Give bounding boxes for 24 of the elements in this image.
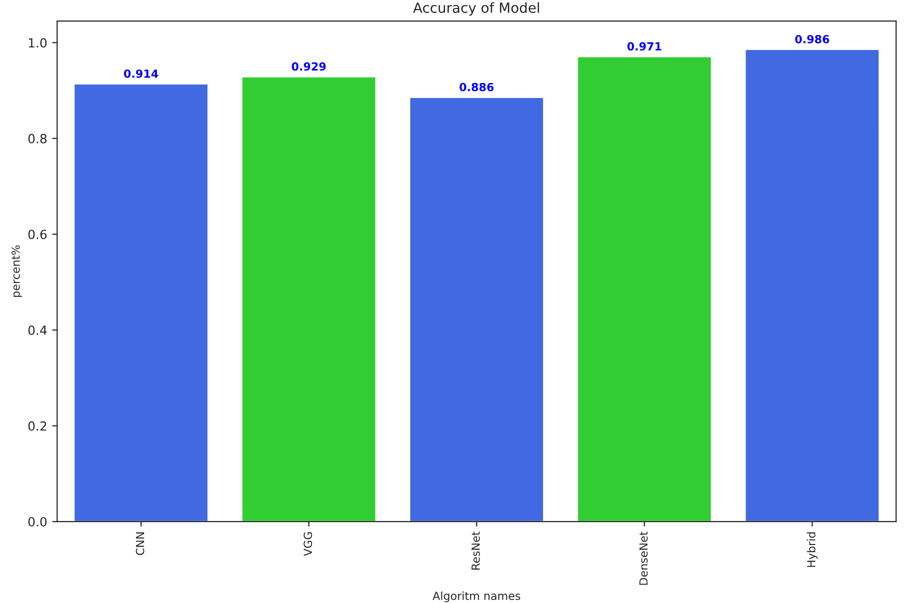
bar: [576, 56, 712, 522]
data-label: 0.929: [292, 62, 326, 71]
x-tick-label: CNN: [136, 532, 144, 556]
y-tick-label: 1.0: [28, 38, 47, 48]
chart-title: Accuracy of Model: [413, 2, 539, 16]
x-tick-label: Hybrid: [806, 532, 818, 567]
y-tick-label: 0.8: [28, 134, 47, 144]
bar: [408, 96, 544, 522]
bar: [241, 76, 377, 522]
x-tick-label: ResNet: [472, 532, 480, 570]
y-tick-label: 0.0: [28, 517, 47, 527]
x-tick-label: DenseNet: [639, 532, 648, 585]
data-label: 0.914: [124, 69, 158, 78]
y-tick-label: 0.4: [28, 325, 47, 335]
bar: [73, 83, 209, 522]
data-label: 0.971: [627, 42, 662, 51]
bar: [744, 48, 880, 522]
x-axis-title: Algoritm names: [432, 591, 520, 602]
data-label: 0.886: [460, 82, 494, 92]
y-axis-title: percent%: [11, 245, 22, 297]
data-label: 0.986: [795, 34, 830, 44]
y-tick-label: 0.6: [28, 230, 47, 240]
x-tick-label: VGG: [304, 532, 312, 556]
y-tick-label: 0.2: [28, 421, 46, 431]
